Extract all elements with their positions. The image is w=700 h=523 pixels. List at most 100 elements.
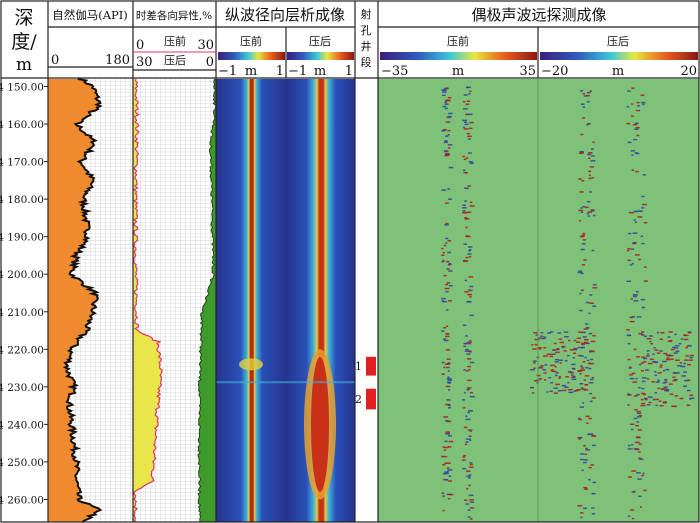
gr-header: 自然伽马(API) (52, 8, 128, 22)
dipole-reflection-mark (571, 376, 576, 378)
dipole-reflection-mark (445, 325, 449, 328)
dipole-reflection-mark (646, 404, 651, 406)
dipole-reflection-mark (645, 355, 650, 357)
dipole-reflection-mark (447, 264, 450, 266)
dipole-reflection-mark (592, 305, 597, 307)
dipole-reflection-mark (587, 122, 591, 125)
dipole-reflection-mark (630, 298, 634, 300)
dipole-reflection-mark (584, 375, 590, 377)
dipole-reflection-mark (534, 343, 539, 346)
dipole-pre-colorbar (380, 52, 537, 60)
dipole-reflection-mark (579, 292, 582, 295)
dipole-reflection-mark (552, 349, 556, 351)
dipole-reflection-mark (589, 191, 592, 193)
dipole-reflection-mark (680, 338, 684, 340)
dipole-reflection-mark (576, 337, 581, 340)
dipole-reflection-mark (679, 397, 684, 400)
gr-curve (62, 78, 103, 523)
dipole-reflection-mark (557, 390, 562, 392)
dipole-reflection-mark (571, 374, 574, 376)
dipole-reflection-mark (675, 350, 680, 353)
dipole-reflection-mark (466, 487, 469, 490)
dipole-reflection-mark (580, 355, 584, 357)
dipole-reflection-mark (578, 331, 583, 333)
dipole-reflection-mark (468, 410, 474, 412)
dipole-reflection-mark (630, 428, 634, 431)
dipole-reflection-mark (547, 332, 552, 334)
dipole-reflection-mark (590, 209, 595, 211)
dipole-reflection-mark (469, 430, 472, 432)
dipole-reflection-mark (657, 372, 660, 374)
dipole-reflection-mark (590, 148, 594, 150)
tomo-post-label: 压后 (309, 35, 331, 48)
dipole-reflection-mark (532, 360, 537, 362)
dipole-reflection-mark (657, 379, 660, 382)
dipole-reflection-mark (586, 200, 591, 203)
dipole-reflection-mark (689, 397, 695, 400)
dipole-reflection-mark (591, 397, 596, 399)
dipole-reflection-mark (577, 354, 582, 357)
dipole-reflection-mark (634, 122, 639, 125)
dipole-reflection-mark (448, 112, 453, 115)
dipole-reflection-mark (447, 379, 453, 381)
dipole-reflection-mark (442, 338, 447, 340)
dipole-reflection-mark (446, 309, 449, 311)
dipole-reflection-mark (580, 369, 585, 371)
dipole-reflection-mark (631, 103, 634, 105)
dipole-reflection-mark (583, 444, 586, 447)
dipole-reflection-mark (683, 371, 687, 373)
dipole-reflection-mark (444, 433, 450, 435)
dipole-reflection-mark (640, 404, 646, 407)
dipole-reflection-mark (567, 388, 573, 391)
dipole-reflection-mark (587, 215, 591, 217)
dipole-reflection-mark (591, 435, 597, 437)
dipole-reflection-mark (442, 300, 447, 303)
dipole-reflection-mark (572, 357, 576, 359)
dipole-reflection-mark (446, 470, 449, 473)
aniso-pre-label: 压前 (164, 34, 186, 48)
dipole-reflection-mark (643, 489, 647, 492)
dipole-reflection-mark (542, 355, 548, 357)
dipole-reflection-mark (467, 253, 472, 255)
tomo-post-anomaly (311, 356, 329, 492)
dipole-reflection-mark (447, 370, 450, 372)
dipole-reflection-mark (590, 160, 596, 162)
dipole-reflection-mark (647, 362, 653, 365)
dipole-reflection-mark (579, 436, 583, 439)
dipole-reflection-mark (640, 298, 646, 301)
dipole-reflection-mark (639, 210, 643, 212)
dipole-reflection-mark (589, 400, 593, 403)
dipole-reflection-mark (585, 415, 590, 418)
dipole-reflection-mark (469, 201, 473, 204)
dipole-reflection-mark (564, 359, 568, 362)
dipole-reflection-mark (631, 169, 635, 171)
dipole-reflection-mark (585, 326, 590, 329)
dipole-reflection-mark (638, 258, 641, 261)
depth-tick-label: 4 200.00 (0, 269, 44, 281)
dipole-reflection-mark (641, 377, 647, 379)
dipole-reflection-mark (627, 358, 631, 361)
dipole-reflection-mark (442, 495, 445, 497)
dipole-reflection-mark (577, 346, 581, 349)
dipole-reflection-mark (678, 342, 682, 345)
dipole-reflection-mark (441, 361, 445, 364)
dipole-reflection-mark (469, 314, 474, 317)
dipole-reflection-mark (444, 287, 450, 290)
dipole-reflection-mark (468, 494, 474, 497)
dipole-reflection-mark (689, 394, 694, 397)
dipole-reflection-mark (465, 157, 469, 159)
dipole-reflection-mark (468, 289, 471, 291)
dipole-reflection-mark (546, 353, 552, 356)
dipole-reflection-mark (579, 458, 584, 461)
dipole-reflection-mark (686, 389, 691, 392)
dipole-reflection-mark (462, 399, 466, 401)
dipole-reflection-mark (649, 340, 652, 343)
dipole-reflection-mark (442, 446, 445, 448)
dipole-reflection-mark (441, 373, 445, 375)
dipole-reflection-mark (447, 404, 451, 407)
dipole-reflection-mark (445, 237, 449, 240)
dipole-reflection-mark (637, 429, 642, 431)
dipole-reflection-mark (447, 147, 451, 149)
dipole-reflection-mark (636, 393, 640, 396)
dipole-reflection-mark (469, 162, 474, 165)
